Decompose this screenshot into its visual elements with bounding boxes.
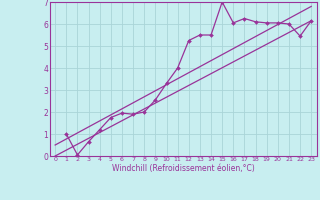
X-axis label: Windchill (Refroidissement éolien,°C): Windchill (Refroidissement éolien,°C) bbox=[112, 164, 255, 173]
